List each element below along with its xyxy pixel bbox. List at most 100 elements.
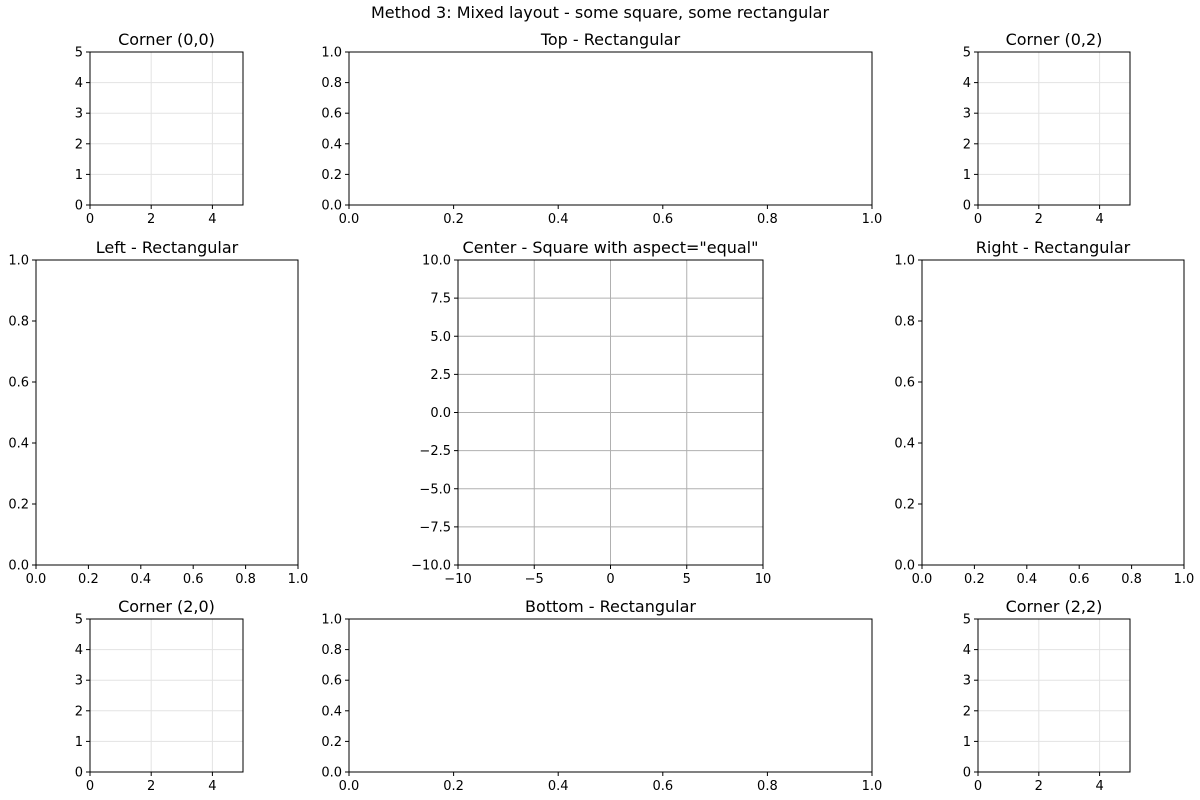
- y-tick-label: 5: [75, 613, 83, 628]
- y-tick-label: 3: [963, 674, 971, 689]
- x-tick-label: 0.6: [183, 572, 204, 587]
- x-tick-label: 0.0: [339, 779, 360, 794]
- y-tick-label: 1: [963, 735, 971, 750]
- y-tick-label: 0: [75, 199, 83, 214]
- x-tick-label: 2: [147, 779, 155, 794]
- y-tick-label: 5: [963, 46, 971, 61]
- x-tick-label: 0.0: [26, 572, 47, 587]
- x-tick-label: 0.8: [757, 779, 778, 794]
- y-tick-label: 0.8: [894, 315, 915, 330]
- x-tick-label: 2: [147, 212, 155, 227]
- axes-title: Corner (0,2): [1006, 30, 1103, 49]
- y-tick-label: −5.0: [419, 482, 451, 497]
- axes-title: Left - Rectangular: [96, 238, 239, 257]
- y-tick-label: 4: [75, 76, 83, 91]
- x-tick-label: 0.8: [757, 212, 778, 227]
- axes-title: Corner (2,2): [1006, 597, 1103, 616]
- y-tick-label: 2: [963, 137, 971, 152]
- axes-right: 0.0 0.2 0.4 0.6 0.8 1.0 0.0 0.2 0.4 0.6 0.8 1.0 Righ…: [894, 238, 1194, 587]
- y-tick-label: 5: [75, 46, 83, 61]
- y-tick-label: 1.0: [321, 46, 342, 61]
- axes-top: 0.0 0.2 0.4 0.6 0.8 1.0 0.0 0.2 0.4 0.6 0.8 1.0 Top …: [321, 30, 882, 227]
- x-tick-label: 0.6: [652, 212, 673, 227]
- y-tick-label: 1: [963, 168, 971, 183]
- x-tick-label: 0.6: [1069, 572, 1090, 587]
- axes-corner-2-2: 0 2 4 0 1 2 3 4 5 Corner (2,2): [963, 597, 1131, 794]
- axes-left: 0.0 0.2 0.4 0.6 0.8 1.0 0.0 0.2 0.4 0.6 0.8 1.0 Left…: [8, 238, 308, 587]
- axes-frame: [977, 618, 1131, 773]
- y-tick-label: 1: [75, 735, 83, 750]
- y-tick-label: 4: [963, 76, 971, 91]
- y-tick-label: 3: [963, 107, 971, 122]
- y-tick-label: 0: [75, 766, 83, 781]
- x-tick-label: 0: [974, 212, 982, 227]
- axes-frame: [921, 259, 1185, 566]
- x-tick-label: 0.4: [130, 572, 151, 587]
- x-tick-label: 0.0: [912, 572, 933, 587]
- y-tick-label: 0.0: [321, 199, 342, 214]
- axes-frame: [348, 51, 873, 206]
- axes-center: −10 −5 0 5 10 −10.0 −7.5 −5.0 −2.5 0.0 2.5 5.0 7.5 10…: [411, 238, 771, 587]
- axes-title: Right - Rectangular: [976, 238, 1131, 257]
- x-tick-label: 10: [755, 572, 772, 587]
- x-tick-label: −10: [444, 572, 471, 587]
- x-tick-label: 1.0: [862, 779, 883, 794]
- y-tick-label: 0.2: [894, 498, 915, 513]
- y-tick-label: 0.4: [8, 437, 29, 452]
- axes-title: Corner (2,0): [118, 597, 215, 616]
- y-tick-label: 3: [75, 107, 83, 122]
- y-tick-label: 0.0: [321, 766, 342, 781]
- y-tick-label: 0.4: [894, 437, 915, 452]
- y-tick-label: 5: [963, 613, 971, 628]
- x-tick-label: 0: [606, 572, 614, 587]
- y-tick-label: 0.8: [321, 76, 342, 91]
- axes-title: Center - Square with aspect="equal": [463, 238, 759, 257]
- x-tick-label: 0.2: [964, 572, 985, 587]
- y-tick-label: 4: [75, 643, 83, 658]
- y-tick-label: 0.8: [321, 643, 342, 658]
- axes-frame: [348, 618, 873, 773]
- x-tick-label: 4: [208, 779, 216, 794]
- y-tick-label: 2: [963, 704, 971, 719]
- x-tick-label: 0.4: [1016, 572, 1037, 587]
- x-tick-label: 1.0: [1174, 572, 1195, 587]
- y-tick-label: 2.5: [430, 368, 451, 383]
- y-tick-label: −7.5: [419, 520, 451, 535]
- y-tick-label: 0.4: [321, 137, 342, 152]
- y-tick-label: 0.6: [321, 674, 342, 689]
- y-tick-label: 0.6: [321, 107, 342, 122]
- x-tick-label: 2: [1035, 212, 1043, 227]
- y-tick-label: 0: [963, 766, 971, 781]
- y-tick-label: 10.0: [422, 254, 451, 269]
- y-tick-label: 1.0: [321, 613, 342, 628]
- x-tick-label: 0: [86, 779, 94, 794]
- axes-frame: [89, 51, 244, 206]
- x-tick-label: 2: [1035, 779, 1043, 794]
- axes-frame: [977, 51, 1131, 206]
- y-tick-label: 0.2: [8, 498, 29, 513]
- x-tick-label: 0.2: [443, 212, 464, 227]
- y-tick-label: 7.5: [430, 292, 451, 307]
- axes-frame: [89, 618, 244, 773]
- y-tick-label: 0.0: [430, 406, 451, 421]
- x-tick-label: 1.0: [288, 572, 309, 587]
- y-tick-label: 0: [963, 199, 971, 214]
- y-tick-label: 3: [75, 674, 83, 689]
- x-tick-label: 4: [208, 212, 216, 227]
- y-tick-label: −10.0: [411, 559, 451, 574]
- x-tick-label: 1.0: [862, 212, 883, 227]
- x-tick-label: 4: [1095, 212, 1103, 227]
- x-tick-label: 0.4: [548, 779, 569, 794]
- y-tick-label: 1.0: [8, 254, 29, 269]
- x-tick-label: 0.2: [78, 572, 99, 587]
- y-tick-label: 0.0: [894, 559, 915, 574]
- y-tick-label: 0.0: [8, 559, 29, 574]
- x-tick-label: 0.4: [548, 212, 569, 227]
- y-tick-label: 2: [75, 137, 83, 152]
- y-tick-label: 1.0: [894, 254, 915, 269]
- x-tick-label: 0.0: [339, 212, 360, 227]
- figure-suptitle: Method 3: Mixed layout - some square, so…: [371, 3, 830, 22]
- axes-corner-2-0: 0 2 4 0 1 2 3 4 5 Corner (2,0): [75, 597, 244, 794]
